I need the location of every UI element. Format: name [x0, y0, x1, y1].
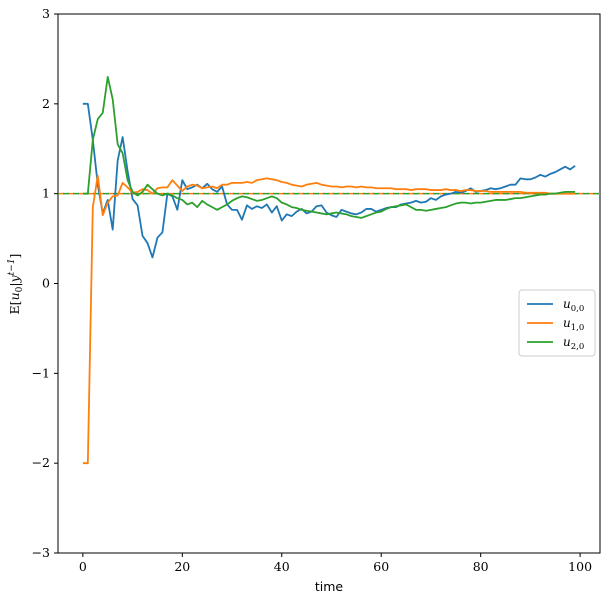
y-axis: −3 −2 −1 0 1 2 3 — [32, 6, 58, 560]
x-tick-label: 60 — [373, 559, 389, 574]
legend-label: u2,0 — [563, 335, 584, 352]
x-tick-label: 40 — [274, 559, 290, 574]
legend-box — [518, 289, 596, 357]
y-tick-label: −1 — [32, 365, 50, 380]
x-tick-label: 80 — [473, 559, 489, 574]
y-axis-label: E[u0|yt−1] — [7, 254, 25, 315]
x-axis: 0 20 40 60 80 100 — [79, 553, 592, 574]
series-line-0 — [82, 102, 576, 259]
series-line-1 — [82, 174, 576, 465]
legend: u0,0 u1,0 u2,0 — [518, 289, 596, 357]
plot-area — [57, 13, 601, 554]
series-line-2 — [82, 75, 576, 219]
x-tick-label: 100 — [568, 559, 592, 574]
y-tick-label: 2 — [42, 96, 50, 111]
plot-frame — [57, 13, 601, 554]
x-axis-label: time — [315, 579, 344, 594]
y-tick-label: −3 — [32, 545, 50, 560]
x-tick-label: 20 — [174, 559, 190, 574]
y-tick-label: 3 — [42, 6, 50, 21]
y-tick-label: 0 — [42, 276, 50, 291]
x-tick-label: 0 — [79, 559, 87, 574]
legend-label: u1,0 — [563, 316, 584, 333]
y-tick-label: 1 — [42, 186, 50, 201]
y-tick-label: −2 — [32, 455, 50, 470]
legend-label: u0,0 — [563, 297, 584, 314]
svg-text:E[u0|yt−1]: E[u0|yt−1] — [7, 254, 25, 315]
